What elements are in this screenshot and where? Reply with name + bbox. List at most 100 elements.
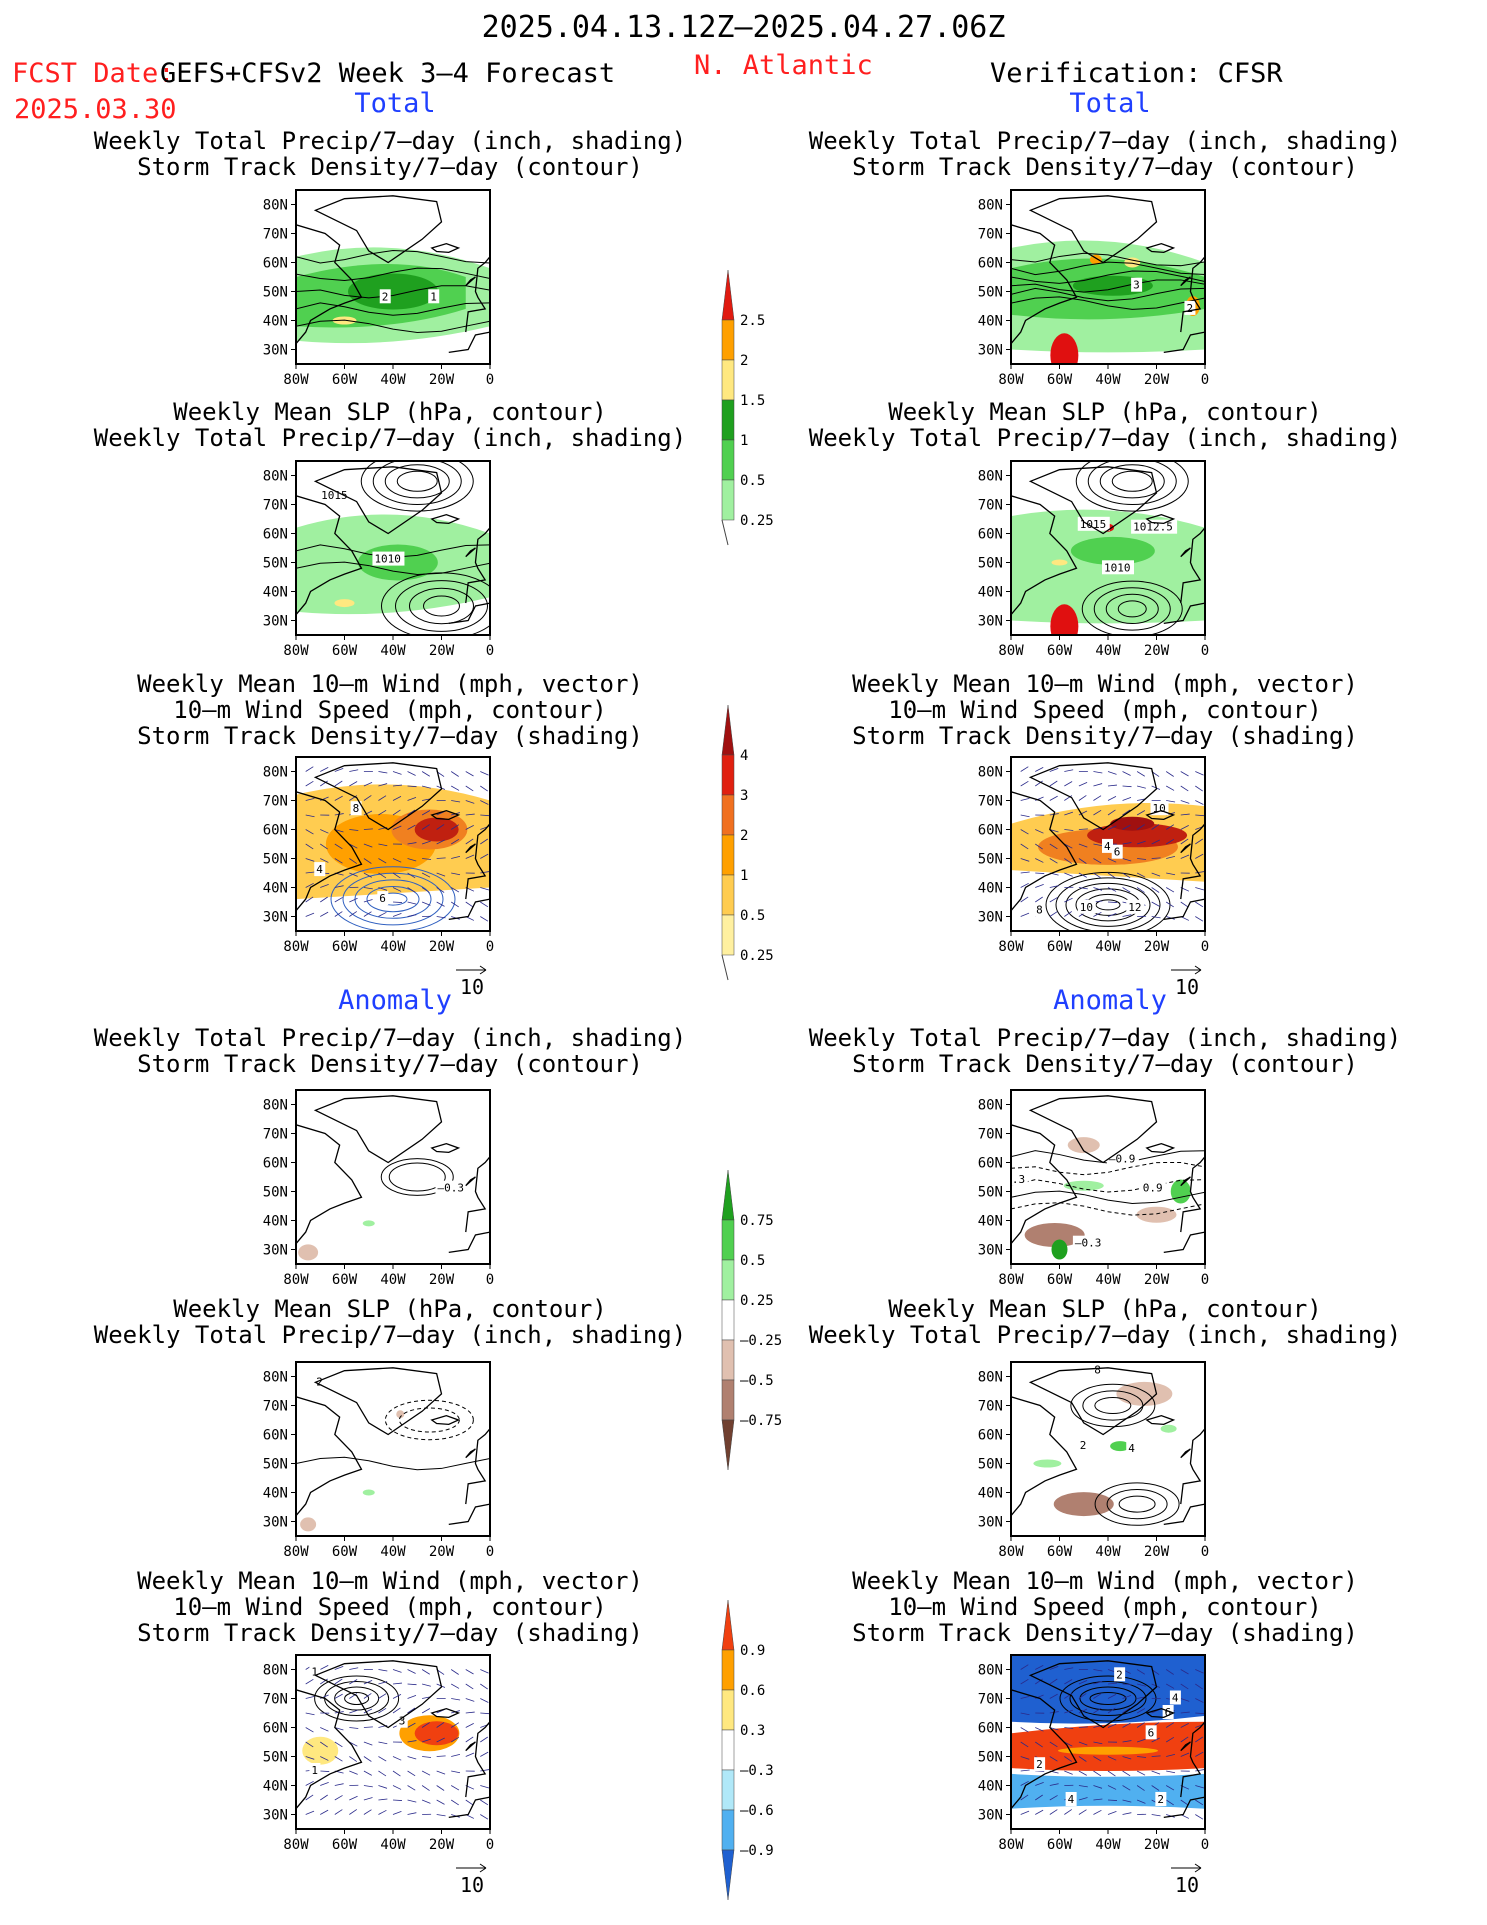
wind-vector-129 bbox=[465, 785, 474, 792]
wind-speed-anomaly-contour-1 bbox=[344, 1692, 370, 1705]
wind-vector-54 bbox=[1035, 858, 1044, 863]
wind-vector-100 bbox=[421, 810, 431, 816]
contour-label-bg bbox=[1155, 1792, 1167, 1806]
colorbar-segment bbox=[721, 1379, 735, 1421]
wind-anomaly-vector-62 bbox=[436, 1755, 446, 1757]
europe-coastline bbox=[1180, 1721, 1205, 1798]
wind-vector-34 bbox=[407, 887, 416, 893]
contour-label-bg bbox=[1034, 902, 1046, 917]
colorbar-precip_anom: 0.75 0.5 0.25 –0.25 –0.5 –0.75 bbox=[721, 1169, 782, 1471]
wind-vector-69 bbox=[349, 843, 358, 849]
wind-anomaly-vector-57 bbox=[363, 1756, 372, 1762]
wind-anomaly-vector-35 bbox=[1136, 1785, 1145, 1791]
wind-vector-15 bbox=[1035, 896, 1043, 903]
wind-vector-115 bbox=[1166, 800, 1176, 803]
contour-label: 1 bbox=[311, 1764, 318, 1777]
colorbar-segment bbox=[721, 359, 735, 401]
wind-vector-117 bbox=[480, 800, 489, 805]
slp-anomaly-contour-2 bbox=[1106, 1489, 1168, 1520]
colorbar-segment bbox=[721, 1169, 735, 1221]
colorbar-segment bbox=[721, 479, 735, 521]
slp-anomaly-contour-upper-1 bbox=[1094, 1397, 1132, 1414]
wind-vector-1 bbox=[1020, 912, 1030, 917]
contour-label-bg bbox=[314, 862, 326, 877]
wind-anomaly-vector-26 bbox=[480, 1799, 489, 1806]
contour-label-bg bbox=[1131, 277, 1143, 292]
wind-vector-54 bbox=[320, 858, 329, 863]
lon-tick-label: 0 bbox=[486, 643, 494, 659]
slp-anomaly-contour-upper-2 bbox=[1082, 1390, 1144, 1421]
wind-vector-7 bbox=[1107, 912, 1117, 917]
lat-tick-label: 50N bbox=[978, 285, 1003, 301]
wind-vector-121 bbox=[349, 781, 358, 787]
section-total-right: Total bbox=[1069, 88, 1151, 119]
wind-vector-130 bbox=[1195, 785, 1203, 792]
wind-anomaly-vector-71 bbox=[1093, 1741, 1103, 1745]
wind-anomaly-vector-24 bbox=[1165, 1799, 1174, 1806]
lon-tick-label: 40W bbox=[380, 372, 406, 388]
africa-coastline bbox=[448, 1796, 490, 1819]
colorbar-segment bbox=[721, 1419, 735, 1471]
wind-anomaly-vector-16 bbox=[1049, 1795, 1058, 1801]
wind-vector-88 bbox=[436, 824, 445, 830]
wind-vector-39 bbox=[480, 887, 490, 891]
wind-anomaly-vector-120 bbox=[334, 1678, 343, 1685]
wind-vector-34 bbox=[1122, 887, 1131, 893]
lat-tick-label: 80N bbox=[978, 765, 1003, 781]
contour-label-bg bbox=[1077, 899, 1096, 914]
wind-vector-75 bbox=[436, 839, 445, 845]
wind-anomaly-vector-55 bbox=[1049, 1756, 1058, 1762]
lat-tick-label: 50N bbox=[978, 852, 1003, 868]
ireland-coastline bbox=[1180, 1741, 1191, 1752]
contour-label-bg bbox=[1102, 838, 1113, 853]
contour-label-bg bbox=[1092, 1362, 1104, 1377]
lon-tick-label: 80W bbox=[283, 372, 309, 388]
lon-tick-label: 80W bbox=[998, 643, 1024, 659]
lat-tick-label: 30N bbox=[978, 614, 1003, 630]
lon-tick-label: 60W bbox=[332, 1544, 358, 1560]
wind-anomaly-vector-31 bbox=[1078, 1785, 1088, 1788]
wind-vector-81 bbox=[334, 829, 344, 833]
wind-vector-97 bbox=[1093, 809, 1102, 816]
greenland-coastline bbox=[1028, 466, 1158, 535]
slp-contour-high-1 bbox=[396, 470, 438, 492]
wind-anomaly-vector-79 bbox=[1020, 1727, 1029, 1733]
wind-vector-70 bbox=[1078, 843, 1088, 848]
lat-tick-label: 60N bbox=[978, 256, 1003, 272]
precip-red bbox=[1050, 333, 1079, 364]
wind-vector-52 bbox=[1195, 871, 1205, 874]
wind-anomaly-vector-66 bbox=[305, 1741, 314, 1748]
lon-tick-label: 80W bbox=[998, 1272, 1024, 1288]
contour-label: 2 bbox=[1080, 1439, 1087, 1452]
lat-tick-label: 30N bbox=[263, 910, 288, 926]
wind-vector-6 bbox=[1093, 911, 1102, 917]
contour-label-bg bbox=[1011, 1171, 1028, 1186]
colorbar-segment bbox=[721, 1339, 735, 1381]
wind-vector-125 bbox=[1122, 785, 1132, 788]
wind-speed-contour-5 bbox=[1055, 877, 1161, 931]
lat-tick-label: 80N bbox=[263, 765, 288, 781]
iceland-coastline bbox=[430, 513, 461, 525]
colorbar-tail bbox=[721, 519, 729, 546]
wind-anomaly-vector-109 bbox=[363, 1693, 372, 1699]
wind-vector-16 bbox=[334, 897, 343, 903]
wind-vector-58 bbox=[1093, 858, 1102, 864]
wind-vector-24 bbox=[1165, 901, 1174, 908]
wind-vector-89 bbox=[450, 824, 460, 830]
wind-vector-82 bbox=[349, 829, 359, 831]
wind-vector-31 bbox=[363, 887, 373, 890]
wind-vector-121 bbox=[1064, 781, 1073, 787]
europe-coastline bbox=[1180, 256, 1205, 333]
wind-anomaly-vector-112 bbox=[1122, 1695, 1132, 1699]
wind-anomaly-vector-136 bbox=[378, 1669, 388, 1672]
lon-tick-label: 80W bbox=[283, 1272, 309, 1288]
wind-vector-103 bbox=[465, 813, 475, 816]
colorbar-segment bbox=[721, 1599, 735, 1651]
wind-vector-46 bbox=[392, 872, 401, 879]
wind-anomaly-vector-98 bbox=[392, 1707, 401, 1714]
contour-label-bg bbox=[1102, 560, 1134, 575]
wind-anomaly-vector-34 bbox=[1122, 1785, 1131, 1791]
wind-vector-66 bbox=[305, 843, 314, 850]
wind-anomaly-vector-40 bbox=[1020, 1769, 1030, 1772]
